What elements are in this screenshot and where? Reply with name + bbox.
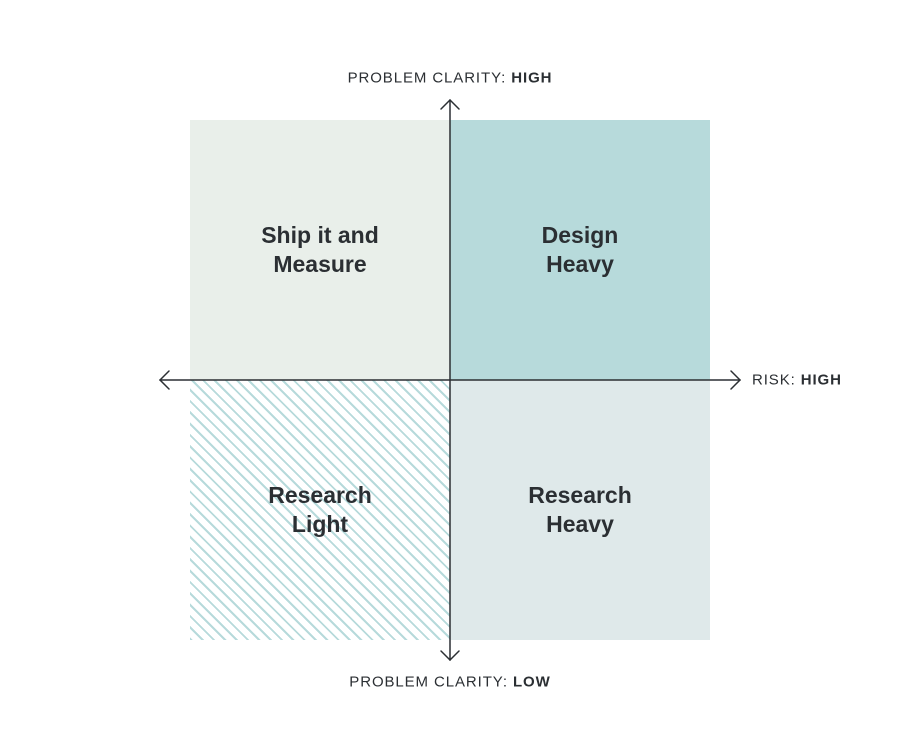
axis-label-bottom: PROBLEM CLARITY: LOW [349,674,550,691]
axis-label-right: RISK: HIGH [752,372,842,389]
quadrant-bottom-left-label: Research Light [268,481,372,539]
axis-label-top: PROBLEM CLARITY: HIGH [348,70,553,87]
